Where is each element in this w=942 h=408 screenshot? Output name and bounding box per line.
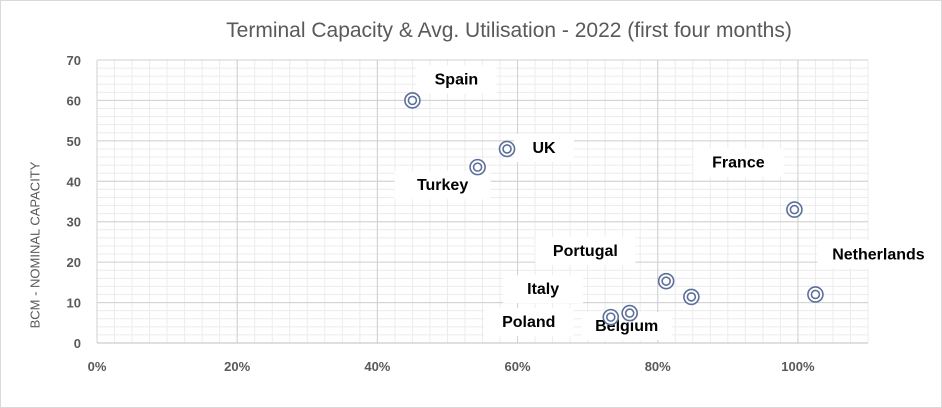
y-tick-label: 70 — [67, 53, 81, 68]
y-tick-label: 60 — [67, 93, 81, 108]
data-label-box — [693, 148, 784, 177]
y-tick-label: 30 — [67, 215, 81, 230]
data-label: Netherlands — [832, 246, 925, 263]
data-label-box — [503, 275, 584, 304]
data-point-inner — [605, 312, 616, 322]
data-label-box — [483, 308, 574, 337]
x-tick-label: 40% — [364, 359, 390, 374]
x-tick-label: 100% — [781, 359, 815, 374]
x-tick-label: 0% — [88, 359, 107, 374]
data-point-inner — [661, 276, 671, 286]
y-tick-label: 50 — [67, 134, 81, 149]
data-point-inner — [810, 289, 821, 300]
x-tick-label: 60% — [505, 359, 531, 374]
y-tick-label: 0 — [74, 336, 81, 351]
data-point-inner — [502, 144, 512, 154]
data-point-inner — [624, 308, 635, 318]
data-label: Spain — [435, 71, 479, 88]
data-label-box — [535, 236, 636, 265]
y-tick-label: 40 — [67, 174, 81, 189]
y-tick-label: 20 — [67, 255, 81, 270]
y-tick-label: 10 — [67, 296, 81, 311]
data-label-box — [416, 65, 497, 94]
data-point-inner — [686, 292, 697, 302]
data-point-inner — [407, 95, 418, 106]
x-tick-label: 80% — [645, 359, 671, 374]
data-label-box — [817, 240, 940, 269]
data-label: Italy — [527, 281, 559, 298]
data-label: France — [712, 155, 765, 172]
data-label-box — [394, 171, 491, 200]
data-label: Poland — [502, 314, 555, 331]
data-label: Portugal — [553, 243, 618, 260]
data-point-inner — [472, 162, 483, 172]
data-label-box — [514, 133, 575, 162]
data-label: UK — [532, 140, 556, 157]
chart-title: Terminal Capacity & Avg. Utilisation - 2… — [226, 19, 792, 42]
x-tick-label: 20% — [224, 359, 250, 374]
data-point-inner — [789, 204, 800, 215]
data-label: Turkey — [417, 177, 468, 194]
